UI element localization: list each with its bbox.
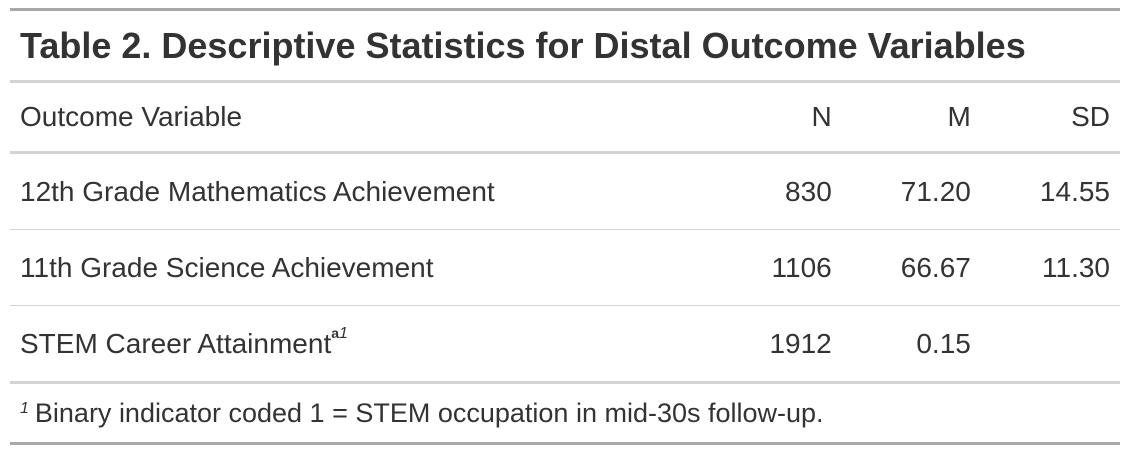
descriptive-statistics-table: Table 2. Descriptive Statistics for Dist… <box>10 8 1120 445</box>
variable-name: 12th Grade Mathematics Achievement <box>20 175 495 207</box>
table-row: STEM Career Attainmenta1 1912 0.15 <box>10 305 1120 384</box>
table-row: 12th Grade Mathematics Achievement 830 7… <box>10 152 1120 230</box>
cell-sd <box>980 305 1120 384</box>
column-header-n: N <box>712 83 842 154</box>
column-header-outcome-variable: Outcome Variable <box>10 83 713 154</box>
table-footnote: 1 Binary indicator coded 1 = STEM occupa… <box>20 397 824 428</box>
variable-name: 11th Grade Science Achievement <box>20 251 434 283</box>
cell-m: 71.20 <box>841 152 981 230</box>
column-header-m: M <box>841 83 981 154</box>
cell-outcome-variable: 12th Grade Mathematics Achievement <box>10 152 713 230</box>
header-row: Outcome Variable N M SD <box>10 83 1120 154</box>
cell-n: 830 <box>712 152 842 230</box>
table-title: Table 2. Descriptive Statistics for Dist… <box>10 11 1120 83</box>
cell-m: 66.67 <box>841 229 981 306</box>
cell-sd: 11.30 <box>980 229 1120 306</box>
cell-outcome-variable: 11th Grade Science Achievement <box>10 229 713 306</box>
cell-n: 1912 <box>712 305 842 384</box>
column-header-sd: SD <box>980 83 1120 154</box>
superscript-a-marker: a <box>331 325 340 342</box>
table-row: 11th Grade Science Achievement 1106 66.6… <box>10 229 1120 306</box>
statistics-grid: Outcome Variable N M SD 12th Grade Mathe… <box>10 83 1120 384</box>
cell-m: 0.15 <box>841 305 981 384</box>
footnote-text: Binary indicator coded 1 = STEM occupati… <box>34 397 824 428</box>
cell-n: 1106 <box>712 229 842 306</box>
variable-name: STEM Career Attainment <box>20 327 332 359</box>
footnote-reference-marker: 1 <box>339 325 348 343</box>
cell-outcome-variable: STEM Career Attainmenta1 <box>10 305 713 384</box>
cell-sd: 14.55 <box>980 152 1120 230</box>
